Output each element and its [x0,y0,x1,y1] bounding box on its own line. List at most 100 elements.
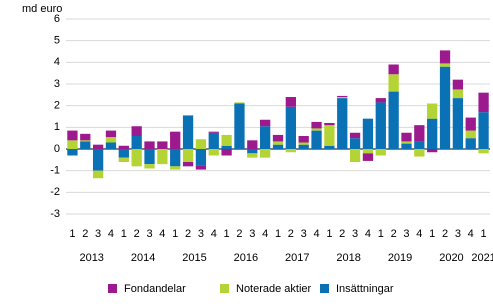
bar-segment [272,141,284,145]
bar-segment [170,131,181,149]
bar-segment [67,149,78,156]
x-tick-label: 3 [198,228,204,240]
x-tick-label: 3 [352,228,358,240]
x-tick-label: 2 [134,228,140,240]
bar-segment [452,79,464,90]
x-tick-label: 4 [416,228,422,240]
bar-segment [414,141,425,149]
bar-segment [208,131,219,133]
bar-segment [170,149,181,167]
bar-segment [80,133,91,141]
x-tick-label: 4 [159,228,165,240]
bar-segment [324,145,335,149]
bar-segment [195,149,207,166]
bar-segment [401,143,412,149]
x-tick-label: 4 [108,228,114,240]
year-label: 2013 [79,252,103,264]
bar-segment [234,103,245,149]
bar-segment [427,103,438,119]
year-label: 2019 [388,252,412,264]
bar-segment [182,162,194,167]
bar-segment [144,141,155,149]
legend-label: Noterade aktier [236,283,312,295]
bar-segment [92,144,104,149]
year-label: 2017 [285,252,309,264]
bar-segment [208,132,219,149]
y-tick-label: 6 [54,13,60,25]
bar-segment [67,140,78,149]
bar-segment [349,138,361,149]
bar-segment [221,134,232,146]
bar-segment [105,130,117,138]
bar-segment [298,136,309,143]
bar-segment [195,139,207,149]
bar-segment [465,130,476,139]
year-label: 2016 [234,252,258,264]
bar-segment [311,128,322,131]
bar-segment [401,132,412,142]
bar-segment [324,123,335,126]
x-tick-label: 4 [468,228,474,240]
y-tick-label: 5 [54,35,60,47]
y-tick-label: -3 [50,208,60,220]
bar-segment [118,157,129,162]
x-tick-label: 4 [365,228,371,240]
bar-segment [375,98,386,103]
bar-segment [349,149,361,162]
x-tick-label: 1 [378,228,384,240]
bar-segment [478,149,489,154]
bar-segment [362,149,374,154]
legend-swatch [108,284,117,293]
bar-segment [452,89,464,99]
x-tick-label: 3 [455,228,461,240]
bar-segment [285,106,296,149]
bar-segment [478,112,489,149]
x-tick-label: 3 [403,228,409,240]
x-tick-label: 2 [185,228,191,240]
bar-segment [285,97,296,107]
year-label: 2020 [439,252,463,264]
bar-segment [170,166,181,170]
bar-segment [131,126,142,136]
x-tick-label: 1 [172,228,178,240]
x-tick-label: 4 [262,228,268,240]
x-tick-label: 1 [429,228,435,240]
x-tick-label: 2 [391,228,397,240]
bar-segment [195,165,207,170]
x-tick-label: 4 [211,228,217,240]
bar-segment [465,117,476,131]
bar-segment [272,144,284,149]
y-tick-label: -2 [50,186,60,198]
x-tick-label: 3 [301,228,307,240]
legend-swatch [320,284,329,293]
bar-segment [260,119,271,127]
x-tick-label: 4 [313,228,319,240]
bar-segment [105,137,117,143]
bar-segment [388,91,399,149]
x-tick-label: 2 [442,228,448,240]
x-tick-label: 2 [236,228,242,240]
bar-segment [182,149,194,162]
bar-segment [311,130,322,149]
x-tick-label: 3 [249,228,255,240]
x-tick-label: 1 [69,228,75,240]
bar-segment [144,164,155,169]
bar-segment [439,66,451,149]
bar-segment [260,149,271,158]
y-tick-label: 0 [54,143,60,155]
bar-segment [337,98,348,149]
year-label: 2021 [471,252,493,264]
bar-segment [221,149,232,156]
x-tick-label: 1 [224,228,230,240]
bar-segment [478,92,489,113]
bar-segment [439,63,451,67]
legend-swatch [220,284,229,293]
bar-segment [427,149,438,153]
legend-label: Fondandelar [124,283,186,295]
year-label: 2014 [131,252,155,264]
x-tick-label: 2 [288,228,294,240]
y-axis-label: md euro [22,3,62,15]
bar-segment [401,141,412,144]
bar-segment [247,153,258,158]
